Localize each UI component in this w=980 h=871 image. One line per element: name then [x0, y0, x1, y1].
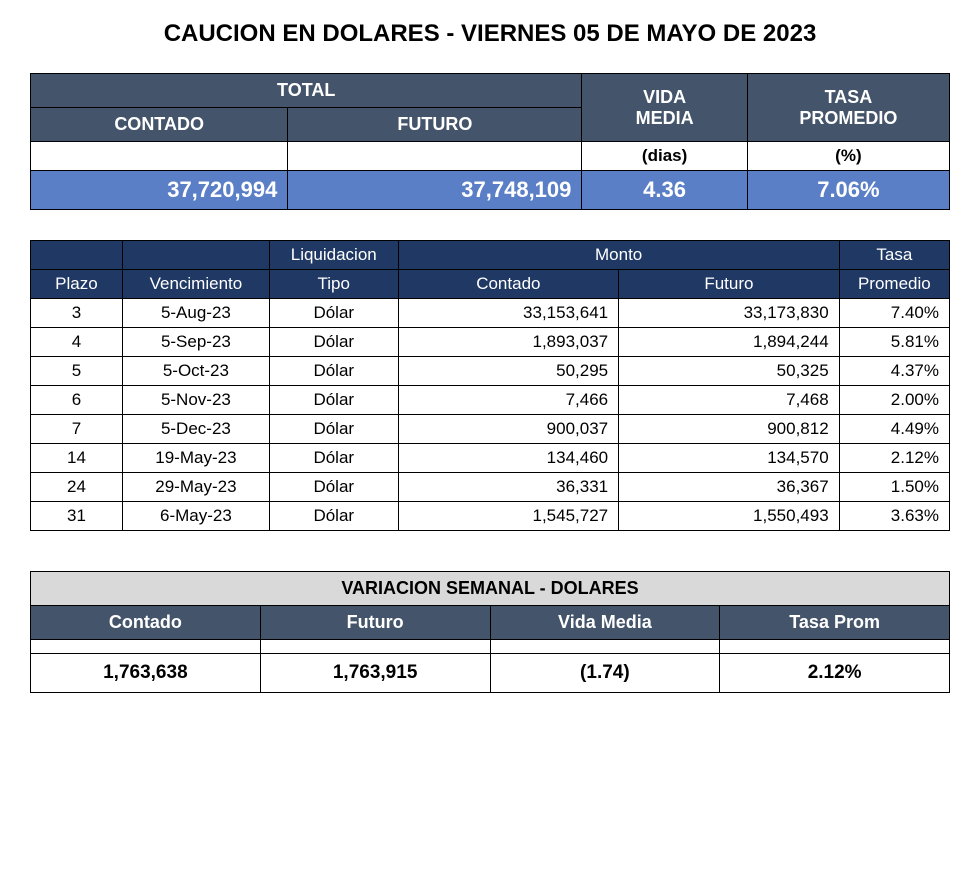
blank-cell [720, 640, 950, 654]
blank-header [122, 241, 269, 270]
cell-plazo: 6 [31, 386, 123, 415]
cell-contado: 1,893,037 [398, 328, 619, 357]
cell-tipo: Dólar [269, 473, 398, 502]
variation-table: VARIACION SEMANAL - DOLARES Contado Futu… [30, 571, 950, 693]
cell-vencimiento: 6-May-23 [122, 502, 269, 531]
header-futuro: Futuro [619, 270, 840, 299]
blank-header [31, 241, 123, 270]
var-value-futuro: 1,763,915 [260, 654, 490, 693]
value-futuro: 37,748,109 [288, 171, 582, 210]
cell-vencimiento: 5-Nov-23 [122, 386, 269, 415]
blank-cell [490, 640, 720, 654]
cell-tasa: 7.40% [839, 299, 949, 328]
blank-cell [31, 640, 261, 654]
cell-vencimiento: 19-May-23 [122, 444, 269, 473]
cell-tasa: 5.81% [839, 328, 949, 357]
cell-tipo: Dólar [269, 357, 398, 386]
cell-futuro: 900,812 [619, 415, 840, 444]
cell-contado: 50,295 [398, 357, 619, 386]
cell-contado: 7,466 [398, 386, 619, 415]
cell-futuro: 50,325 [619, 357, 840, 386]
table-row: 45-Sep-23Dólar1,893,0371,894,2445.81% [31, 328, 950, 357]
cell-contado: 33,153,641 [398, 299, 619, 328]
cell-tasa: 4.37% [839, 357, 949, 386]
cell-plazo: 5 [31, 357, 123, 386]
cell-tasa: 2.12% [839, 444, 949, 473]
cell-contado: 134,460 [398, 444, 619, 473]
value-contado: 37,720,994 [31, 171, 288, 210]
header-tasa: Tasa [839, 241, 949, 270]
var-value-contado: 1,763,638 [31, 654, 261, 693]
cell-vencimiento: 5-Sep-23 [122, 328, 269, 357]
table-row: 75-Dec-23Dólar900,037900,8124.49% [31, 415, 950, 444]
var-header-vida-media: Vida Media [490, 606, 720, 640]
cell-contado: 1,545,727 [398, 502, 619, 531]
header-contado: Contado [398, 270, 619, 299]
header-total: TOTAL [31, 74, 582, 108]
cell-tipo: Dólar [269, 299, 398, 328]
header-plazo: Plazo [31, 270, 123, 299]
cell-tipo: Dólar [269, 444, 398, 473]
table-row: 316-May-23Dólar1,545,7271,550,4933.63% [31, 502, 950, 531]
summary-table: TOTAL VIDAMEDIA TASAPROMEDIO CONTADO FUT… [30, 73, 950, 210]
cell-contado: 900,037 [398, 415, 619, 444]
cell-tipo: Dólar [269, 415, 398, 444]
cell-plazo: 14 [31, 444, 123, 473]
cell-plazo: 3 [31, 299, 123, 328]
value-tasa-promedio: 7.06% [747, 171, 949, 210]
cell-tasa: 4.49% [839, 415, 949, 444]
cell-tasa: 2.00% [839, 386, 949, 415]
var-value-tasa-prom: 2.12% [720, 654, 950, 693]
cell-tipo: Dólar [269, 328, 398, 357]
table-row: 55-Oct-23Dólar50,29550,3254.37% [31, 357, 950, 386]
header-tasa-promedio: TASAPROMEDIO [747, 74, 949, 142]
var-header-tasa-prom: Tasa Prom [720, 606, 950, 640]
table-row: 2429-May-23Dólar36,33136,3671.50% [31, 473, 950, 502]
page-title: CAUCION EN DOLARES - VIERNES 05 DE MAYO … [30, 20, 950, 48]
cell-vencimiento: 5-Oct-23 [122, 357, 269, 386]
var-header-contado: Contado [31, 606, 261, 640]
header-tipo: Tipo [269, 270, 398, 299]
cell-vencimiento: 5-Aug-23 [122, 299, 269, 328]
header-vida-media: VIDAMEDIA [582, 74, 747, 142]
cell-futuro: 33,173,830 [619, 299, 840, 328]
cell-plazo: 31 [31, 502, 123, 531]
value-vida-media: 4.36 [582, 171, 747, 210]
cell-plazo: 7 [31, 415, 123, 444]
cell-vencimiento: 5-Dec-23 [122, 415, 269, 444]
header-promedio: Promedio [839, 270, 949, 299]
header-contado: CONTADO [31, 108, 288, 142]
cell-contado: 36,331 [398, 473, 619, 502]
header-futuro: FUTURO [288, 108, 582, 142]
cell-futuro: 36,367 [619, 473, 840, 502]
cell-vencimiento: 29-May-23 [122, 473, 269, 502]
label-pct: (%) [747, 142, 949, 171]
cell-tipo: Dólar [269, 502, 398, 531]
var-header-futuro: Futuro [260, 606, 490, 640]
cell-futuro: 1,894,244 [619, 328, 840, 357]
cell-futuro: 134,570 [619, 444, 840, 473]
header-vencimiento: Vencimiento [122, 270, 269, 299]
blank-cell [31, 142, 288, 171]
cell-tasa: 1.50% [839, 473, 949, 502]
cell-plazo: 24 [31, 473, 123, 502]
cell-tasa: 3.63% [839, 502, 949, 531]
cell-plazo: 4 [31, 328, 123, 357]
cell-tipo: Dólar [269, 386, 398, 415]
label-dias: (dias) [582, 142, 747, 171]
blank-cell [260, 640, 490, 654]
cell-futuro: 1,550,493 [619, 502, 840, 531]
header-monto: Monto [398, 241, 839, 270]
var-value-vida-media: (1.74) [490, 654, 720, 693]
detail-table: Liquidacion Monto Tasa Plazo Vencimiento… [30, 240, 950, 531]
cell-futuro: 7,468 [619, 386, 840, 415]
table-row: 1419-May-23Dólar134,460134,5702.12% [31, 444, 950, 473]
header-liquidacion: Liquidacion [269, 241, 398, 270]
table-row: 35-Aug-23Dólar33,153,64133,173,8307.40% [31, 299, 950, 328]
blank-cell [288, 142, 582, 171]
variation-title: VARIACION SEMANAL - DOLARES [31, 572, 950, 606]
table-row: 65-Nov-23Dólar7,4667,4682.00% [31, 386, 950, 415]
